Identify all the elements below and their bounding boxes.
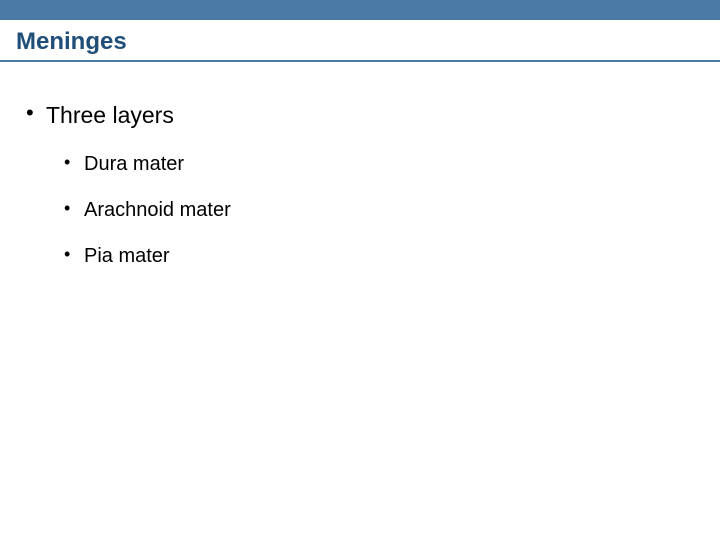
bullet-list-level1: Three layers Dura mater Arachnoid mater …: [26, 102, 720, 268]
list-item-label: Three layers: [46, 102, 174, 128]
list-item-label: Arachnoid mater: [84, 199, 231, 221]
bullet-list-level2: Dura mater Arachnoid mater Pia mater: [64, 152, 720, 268]
list-item-label: Dura mater: [84, 153, 184, 175]
list-item: Pia mater: [64, 244, 720, 268]
list-item: Dura mater: [64, 152, 720, 176]
list-item: Arachnoid mater: [64, 198, 720, 222]
header-bar: [0, 0, 720, 20]
list-item: Three layers Dura mater Arachnoid mater …: [26, 102, 720, 268]
list-item-label: Pia mater: [84, 245, 170, 267]
title-wrap: Meninges: [0, 20, 720, 62]
slide-title: Meninges: [16, 28, 704, 56]
slide-content: Three layers Dura mater Arachnoid mater …: [0, 62, 720, 268]
